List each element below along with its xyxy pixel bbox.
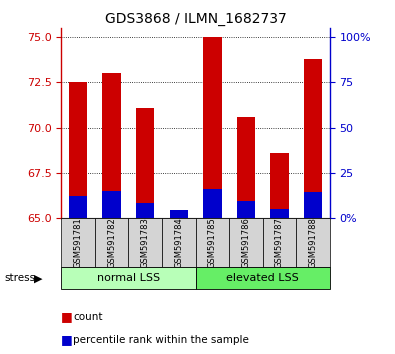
Text: GSM591788: GSM591788 [308,217,318,268]
Bar [304,193,322,218]
Bar [169,212,188,218]
Bar [237,201,255,218]
Text: ■: ■ [61,310,73,323]
Bar [136,108,154,218]
Text: GSM591787: GSM591787 [275,217,284,268]
Bar [196,218,229,267]
Text: GSM591784: GSM591784 [174,217,183,268]
Text: count: count [73,312,103,322]
Bar [296,218,330,267]
Bar [304,59,322,218]
Bar [69,196,87,218]
Text: GSM591786: GSM591786 [241,217,250,268]
Bar [270,153,289,218]
Text: GSM591782: GSM591782 [107,217,116,268]
Text: elevated LSS: elevated LSS [226,273,299,283]
Bar [270,209,289,218]
Bar [61,267,196,289]
Text: GSM591783: GSM591783 [141,217,150,268]
Bar [95,218,128,267]
Bar [203,37,222,218]
Bar [196,267,330,289]
Text: normal LSS: normal LSS [97,273,160,283]
Bar [61,218,95,267]
Bar [237,117,255,218]
Text: ▶: ▶ [34,273,42,283]
Title: GDS3868 / ILMN_1682737: GDS3868 / ILMN_1682737 [105,12,286,26]
Text: GSM591785: GSM591785 [208,217,217,268]
Bar [162,218,196,267]
Text: ■: ■ [61,333,73,346]
Bar [102,191,121,218]
Bar [102,73,121,218]
Text: percentile rank within the sample: percentile rank within the sample [73,335,249,345]
Bar [128,218,162,267]
Bar [169,211,188,218]
Bar [229,218,263,267]
Text: stress: stress [4,273,35,283]
Bar [263,218,296,267]
Bar [136,203,154,218]
Bar [69,82,87,218]
Text: GSM591781: GSM591781 [73,217,83,268]
Bar [203,189,222,218]
